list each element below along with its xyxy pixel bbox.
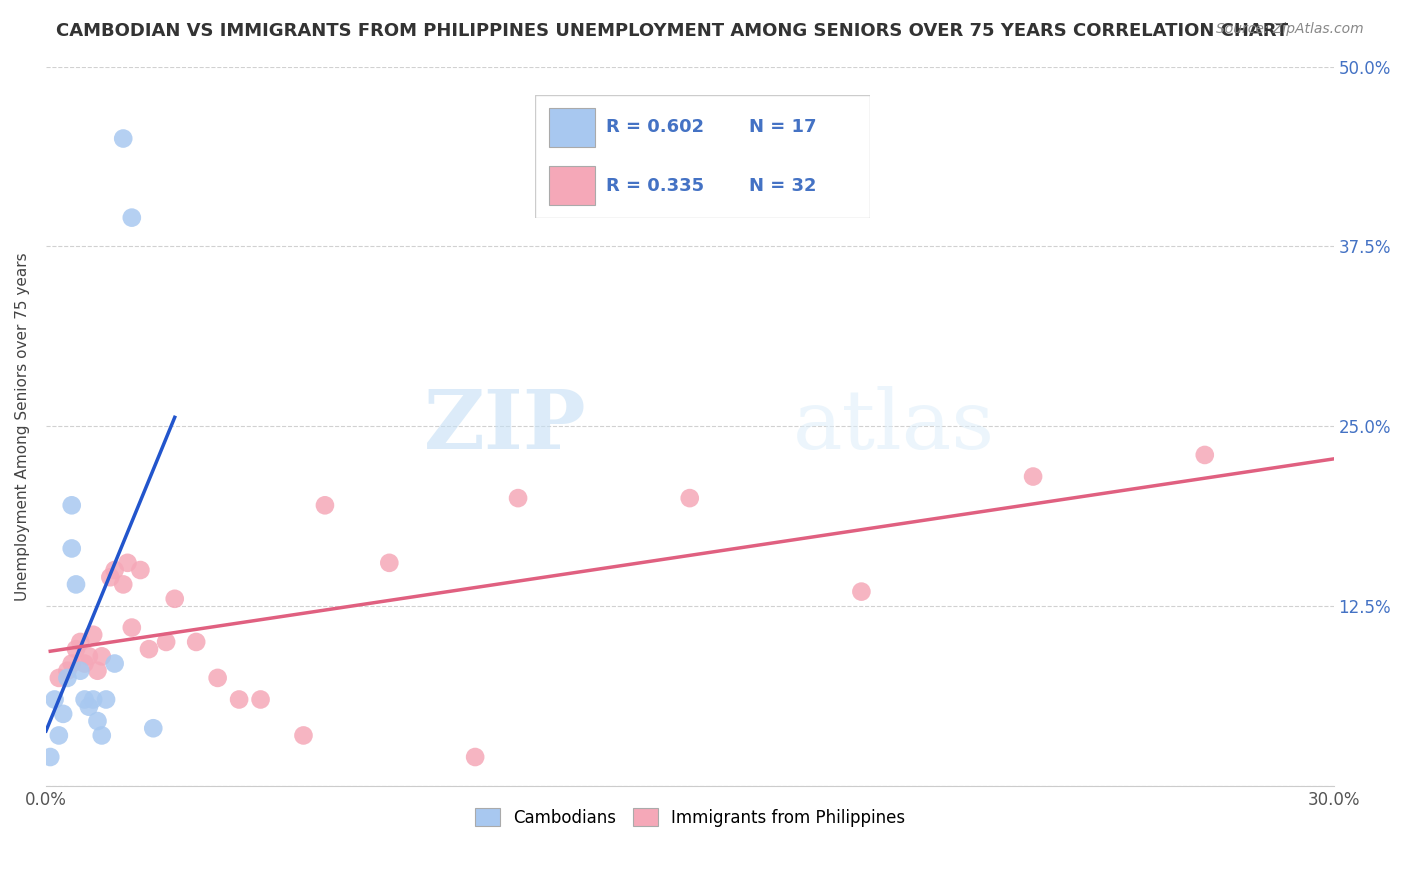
- Point: [65, 642, 87, 657]
- Point: [86, 664, 108, 678]
- Text: CAMBODIAN VS IMMIGRANTS FROM PHILIPPINES UNEMPLOYMENT AMONG SENIORS OVER 75 YEAR: CAMBODIAN VS IMMIGRANTS FROM PHILIPPINES…: [56, 22, 1288, 40]
- Point: [142, 721, 165, 735]
- Point: [117, 556, 139, 570]
- Point: [1022, 469, 1045, 483]
- Point: [94, 692, 117, 706]
- Point: [73, 692, 96, 706]
- Point: [82, 692, 104, 706]
- Point: [851, 584, 873, 599]
- Point: [52, 706, 75, 721]
- Point: [69, 635, 91, 649]
- Point: [129, 563, 152, 577]
- Point: [104, 657, 127, 671]
- Text: atlas: atlas: [793, 386, 995, 467]
- Point: [77, 649, 100, 664]
- Point: [121, 211, 143, 225]
- Point: [464, 750, 486, 764]
- Point: [82, 628, 104, 642]
- Legend: Cambodians, Immigrants from Philippines: Cambodians, Immigrants from Philippines: [467, 800, 914, 835]
- Point: [65, 577, 87, 591]
- Point: [60, 541, 83, 556]
- Point: [56, 664, 79, 678]
- Point: [121, 621, 143, 635]
- Point: [60, 498, 83, 512]
- Point: [292, 728, 315, 742]
- Point: [112, 577, 135, 591]
- Point: [48, 728, 70, 742]
- Point: [506, 491, 529, 505]
- Point: [39, 750, 62, 764]
- Point: [1194, 448, 1216, 462]
- Point: [44, 692, 66, 706]
- Point: [90, 728, 112, 742]
- Y-axis label: Unemployment Among Seniors over 75 years: Unemployment Among Seniors over 75 years: [15, 252, 30, 600]
- Point: [112, 131, 135, 145]
- Point: [77, 699, 100, 714]
- Text: Source: ZipAtlas.com: Source: ZipAtlas.com: [1216, 22, 1364, 37]
- Point: [48, 671, 70, 685]
- Point: [155, 635, 177, 649]
- Point: [207, 671, 229, 685]
- Point: [73, 657, 96, 671]
- Point: [56, 671, 79, 685]
- Point: [69, 664, 91, 678]
- Point: [104, 563, 127, 577]
- Point: [98, 570, 121, 584]
- Point: [186, 635, 208, 649]
- Point: [378, 556, 401, 570]
- Point: [163, 591, 186, 606]
- Text: ZIP: ZIP: [425, 386, 586, 467]
- Point: [138, 642, 160, 657]
- Point: [60, 657, 83, 671]
- Point: [249, 692, 271, 706]
- Point: [228, 692, 250, 706]
- Point: [90, 649, 112, 664]
- Point: [86, 714, 108, 728]
- Point: [679, 491, 702, 505]
- Point: [314, 498, 336, 512]
